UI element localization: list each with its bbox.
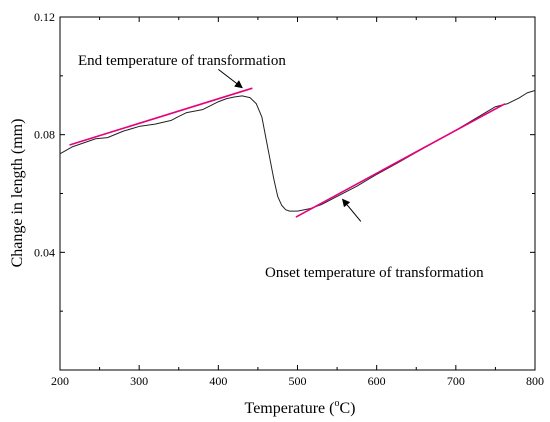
y-tick-label: 0.12 [34, 10, 55, 24]
y-tick-label: 0.08 [34, 128, 55, 142]
tangent-line [69, 87, 253, 146]
x-tick-label: 300 [130, 374, 148, 388]
axis-tick-labels: 200 300 400 500 600 700 800 0.04 0.08 0.12 [34, 10, 544, 388]
x-tick-label: 700 [447, 374, 465, 388]
onset-temperature-label: Onset temperature of transformation [265, 265, 484, 281]
annotation-arrow [218, 68, 243, 89]
tangent-line [295, 103, 506, 218]
x-tick-label: 600 [368, 374, 386, 388]
x-axis-title: Temperature (oC) [245, 398, 356, 417]
tangent-layer [69, 87, 506, 218]
series-layer [59, 90, 536, 212]
axis-ticks [59, 17, 536, 370]
dilatation-curve [59, 90, 536, 212]
x-tick-label: 500 [289, 374, 307, 388]
annotation-arrow [341, 198, 362, 222]
plot-frame [59, 16, 536, 371]
annotation-layer: End temperature of transformation Onset t… [78, 53, 484, 281]
y-tick-label: 0.04 [34, 245, 55, 259]
x-tick-label: 400 [209, 374, 227, 388]
end-temperature-label: End temperature of transformation [78, 53, 286, 69]
x-tick-label: 800 [526, 374, 544, 388]
y-axis-title: Change in length (mm) [9, 119, 26, 268]
x-tick-label: 200 [51, 374, 69, 388]
